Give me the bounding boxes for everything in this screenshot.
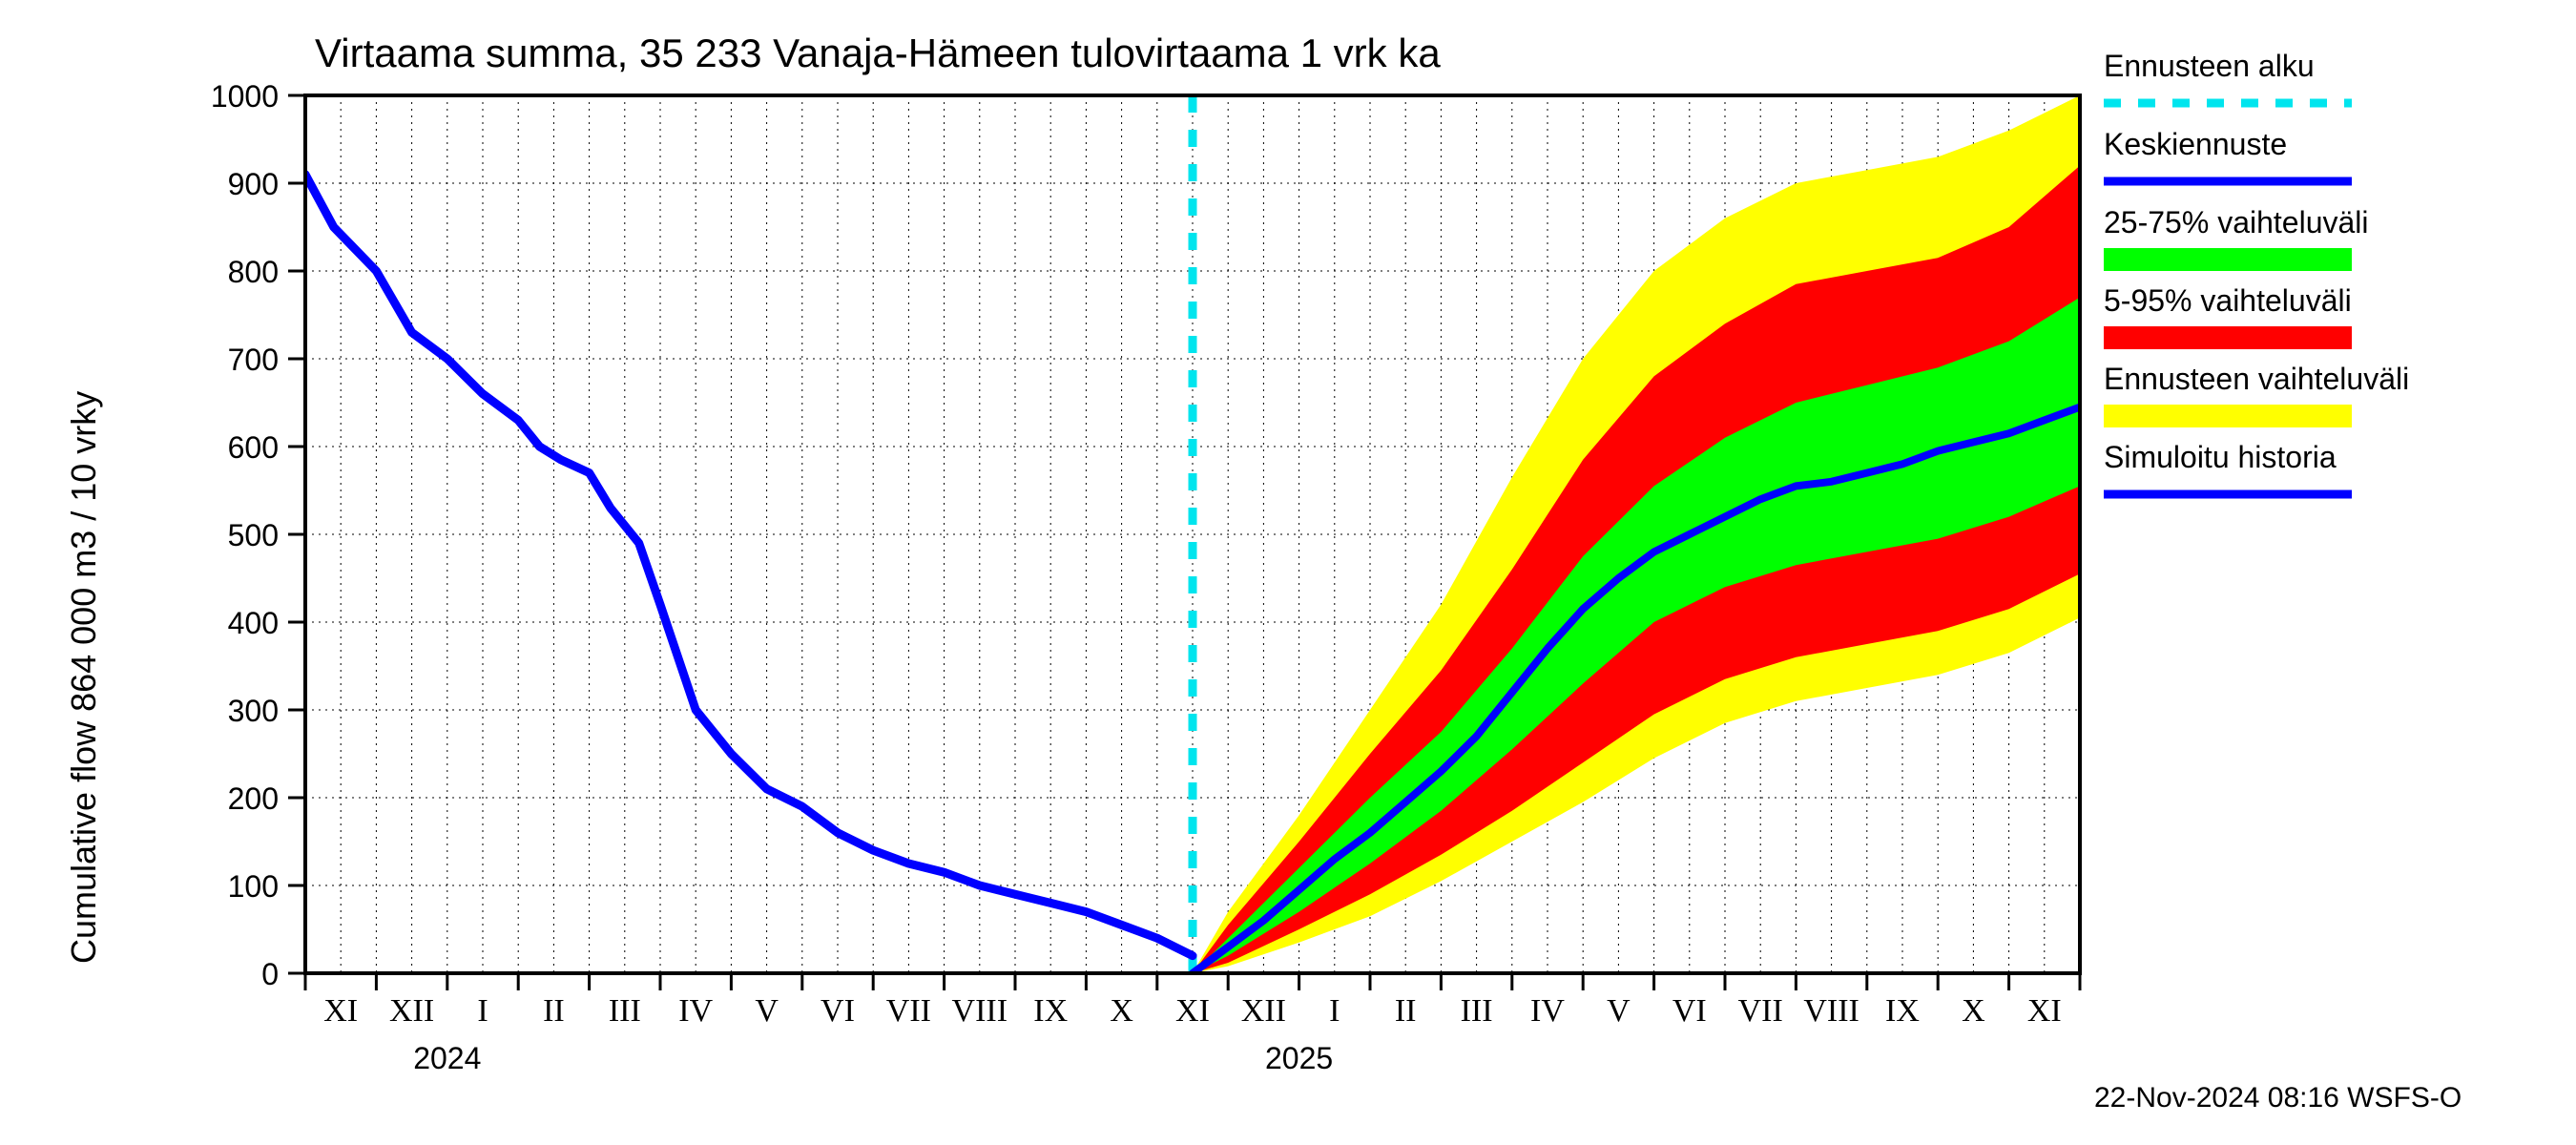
y-tick-label: 500 — [228, 518, 279, 552]
y-tick-label: 600 — [228, 430, 279, 465]
x-tick-label: I — [477, 993, 488, 1029]
y-tick-label: 400 — [228, 606, 279, 640]
x-tick-label: II — [1395, 993, 1417, 1029]
legend-label: Keskiennuste — [2104, 127, 2287, 161]
x-tick-label: XII — [389, 993, 434, 1029]
x-tick-label: IV — [1530, 993, 1565, 1029]
x-tick-label: VIII — [952, 993, 1008, 1029]
y-tick-label: 100 — [228, 869, 279, 904]
legend-label: 25-75% vaihteluväli — [2104, 205, 2369, 239]
x-tick-label: XII — [1241, 993, 1286, 1029]
x-tick-label: V — [755, 993, 779, 1029]
y-tick-label: 800 — [228, 255, 279, 289]
legend-label: Ennusteen vaihteluväli — [2104, 362, 2409, 396]
legend-label: Ennusteen alku — [2104, 49, 2315, 83]
y-tick-label: 200 — [228, 781, 279, 816]
x-year-label: 2024 — [413, 1041, 481, 1075]
y-tick-label: 700 — [228, 343, 279, 377]
x-tick-label: VIII — [1803, 993, 1859, 1029]
y-axis-label: Cumulative flow 864 000 m3 / 10 vrky — [64, 391, 103, 964]
x-tick-label: IV — [678, 993, 713, 1029]
x-tick-label: III — [1461, 993, 1493, 1029]
x-tick-label: XI — [2027, 993, 2062, 1029]
y-tick-label: 0 — [261, 957, 279, 991]
x-tick-label: VI — [821, 993, 855, 1029]
x-tick-label: II — [543, 993, 565, 1029]
x-tick-label: III — [609, 993, 641, 1029]
chart-title: Virtaama summa, 35 233 Vanaja-Hämeen tul… — [315, 31, 1441, 75]
x-tick-label: IX — [1885, 993, 1920, 1029]
legend-label: Simuloitu historia — [2104, 440, 2337, 474]
x-tick-label: XI — [323, 993, 358, 1029]
x-tick-label: X — [1962, 993, 1985, 1029]
y-tick-label: 1000 — [211, 79, 279, 114]
x-tick-label: XI — [1175, 993, 1210, 1029]
x-tick-label: X — [1110, 993, 1133, 1029]
x-year-label: 2025 — [1265, 1041, 1333, 1075]
x-tick-label: IX — [1033, 993, 1068, 1029]
x-tick-label: VII — [1738, 993, 1783, 1029]
footer-timestamp: 22-Nov-2024 08:16 WSFS-O — [2094, 1082, 2462, 1114]
x-tick-label: VII — [886, 993, 931, 1029]
cumulative-flow-chart: Virtaama summa, 35 233 Vanaja-Hämeen tul… — [0, 0, 2576, 1145]
x-tick-label: V — [1607, 993, 1631, 1029]
x-tick-label: I — [1329, 993, 1340, 1029]
y-tick-label: 900 — [228, 167, 279, 201]
y-tick-label: 300 — [228, 694, 279, 728]
x-tick-label: VI — [1672, 993, 1707, 1029]
legend-label: 5-95% vaihteluväli — [2104, 283, 2352, 318]
